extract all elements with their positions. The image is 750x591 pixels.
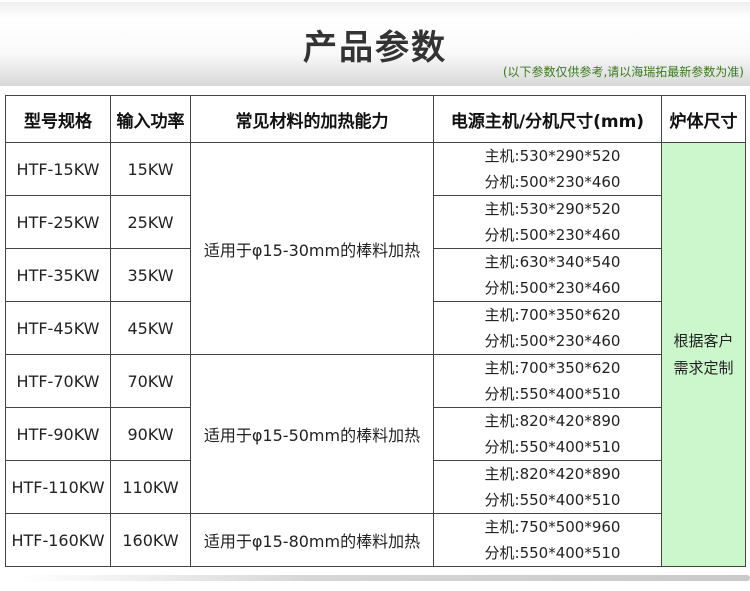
- disclaimer-note: (以下参数仅供参考,请以海瑞拓最新参数为准): [502, 65, 744, 79]
- header-banner: [0, 2, 750, 86]
- sub-dimension: 分机:500*230*460: [484, 332, 621, 350]
- table-row: HTF-110KW 110KW 主机:820*420*890 分机:550*400*…: [5, 460, 746, 514]
- host-dimension: 主机:530*290*520: [484, 200, 621, 218]
- dimension-cell: 主机:530*290*520 分机:500*230*460: [433, 195, 662, 249]
- material-cell: 适用于φ15-80mm的棒料加热: [190, 513, 434, 567]
- sub-dimension: 分机:550*400*510: [484, 544, 621, 562]
- sub-dimension: 分机:500*230*460: [484, 173, 621, 191]
- furnace-line: 根据客户: [673, 331, 734, 350]
- model-cell: HTF-25KW: [5, 195, 111, 249]
- dimension-cell: 主机:700*350*620 分机:500*230*460: [433, 301, 662, 355]
- dimension-cell: 主机:630*340*540 分机:500*230*460: [433, 248, 662, 302]
- power-cell: 15KW: [110, 142, 191, 196]
- host-dimension: 主机:750*500*960: [484, 518, 621, 536]
- model-cell: HTF-110KW: [5, 460, 111, 514]
- model-cell: HTF-15KW: [5, 142, 111, 196]
- power-cell: 160KW: [110, 513, 191, 567]
- dimension-cell: 主机:820*420*890 分机:550*400*510: [433, 460, 662, 514]
- power-cell: 110KW: [110, 460, 191, 514]
- table-row: HTF-15KW 15KW 适用于φ15-30mm的棒料加热 主机:530*290*…: [5, 142, 746, 567]
- page-title: 产品参数: [303, 28, 447, 68]
- table-header-row: 型号规格 输入功率 常见材料的加热能力 电源主机/分机尺寸(mm) 炉体尺寸: [5, 95, 746, 143]
- model-cell: HTF-160KW: [5, 513, 111, 567]
- furnace-line: 需求定制: [673, 358, 734, 377]
- dimension-cell: 主机:820*420*890 分机:550*400*510: [433, 407, 662, 461]
- power-cell: 25KW: [110, 195, 191, 249]
- dimension-cell: 主机:750*500*960 分机:550*400*510: [433, 513, 662, 567]
- sub-dimension: 分机:550*400*510: [484, 385, 621, 403]
- material-cell: 适用于φ15-30mm的棒料加热: [190, 142, 434, 355]
- host-dimension: 主机:820*420*890: [484, 412, 621, 430]
- sub-dimension: 分机:550*400*510: [484, 438, 621, 456]
- table-row: HTF-25KW 25KW 主机:530*290*520 分机:500*230*46…: [5, 195, 746, 249]
- col-header-furnace: 炉体尺寸: [661, 95, 746, 143]
- host-dimension: 主机:700*350*620: [484, 359, 621, 377]
- model-cell: HTF-70KW: [5, 354, 111, 408]
- material-cell: 适用于φ15-50mm的棒料加热: [190, 354, 434, 514]
- col-header-model: 型号规格: [5, 95, 111, 143]
- model-cell: HTF-90KW: [5, 407, 111, 461]
- spec-table: 型号规格 输入功率 常见材料的加热能力 电源主机/分机尺寸(mm) 炉体尺寸 H…: [5, 95, 746, 567]
- sub-dimension: 分机:500*230*460: [484, 226, 621, 244]
- host-dimension: 主机:530*290*520: [484, 147, 621, 165]
- model-cell: HTF-35KW: [5, 248, 111, 302]
- table-row: HTF-90KW 90KW 主机:820*420*890 分机:550*400*51…: [5, 407, 746, 461]
- power-cell: 35KW: [110, 248, 191, 302]
- dimension-cell: 主机:530*290*520 分机:500*230*460: [433, 142, 662, 196]
- power-cell: 45KW: [110, 301, 191, 355]
- col-header-material: 常见材料的加热能力: [190, 95, 434, 143]
- power-cell: 90KW: [110, 407, 191, 461]
- bottom-shadow: [20, 575, 750, 581]
- furnace-cell: 根据客户 需求定制: [661, 142, 746, 567]
- sub-dimension: 分机:500*230*460: [484, 279, 621, 297]
- col-header-dimensions: 电源主机/分机尺寸(mm): [433, 95, 662, 143]
- sub-dimension: 分机:550*400*510: [484, 491, 621, 509]
- table-row: HTF-70KW 70KW 适用于φ15-50mm的棒料加热 主机:700*350*…: [5, 354, 746, 514]
- col-header-power: 输入功率: [110, 95, 191, 143]
- table-row: HTF-35KW 35KW 主机:630*340*540 分机:500*230*46…: [5, 248, 746, 302]
- table-row: HTF-45KW 45KW 主机:700*350*620 分机:500*230*46…: [5, 301, 746, 355]
- power-cell: 70KW: [110, 354, 191, 408]
- host-dimension: 主机:700*350*620: [484, 306, 621, 324]
- host-dimension: 主机:630*340*540: [484, 253, 621, 271]
- table-row: HTF-160KW 160KW 适用于φ15-80mm的棒料加热 主机:750*50…: [5, 513, 746, 567]
- dimension-cell: 主机:700*350*620 分机:550*400*510: [433, 354, 662, 408]
- model-cell: HTF-45KW: [5, 301, 111, 355]
- host-dimension: 主机:820*420*890: [484, 465, 621, 483]
